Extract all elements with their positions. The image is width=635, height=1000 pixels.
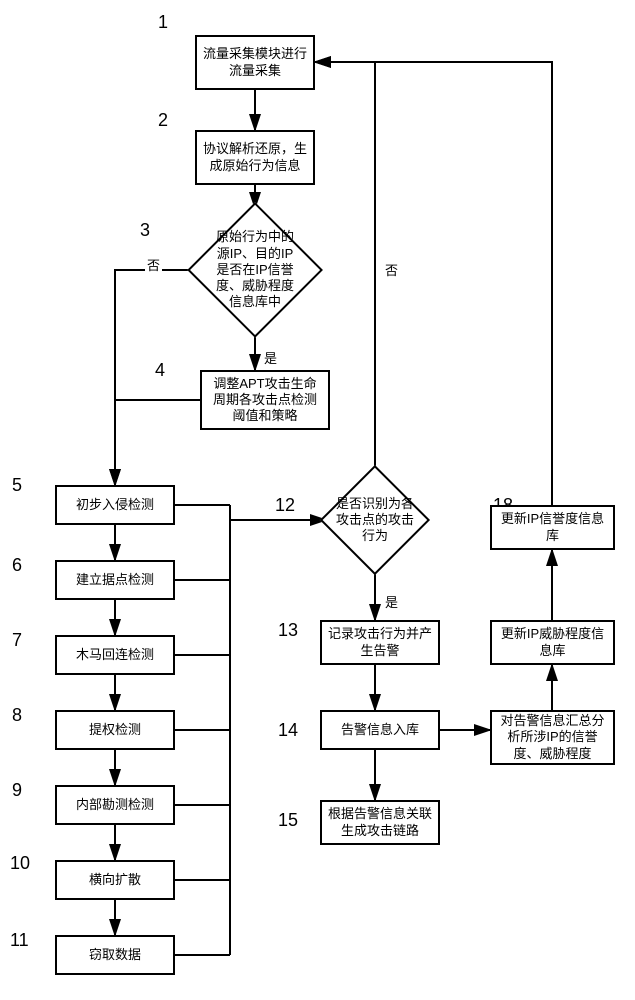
step-number-13: 13 [278,620,298,641]
process-box-8: 提权检测 [55,710,175,750]
edge-label: 是 [262,348,279,367]
process-box-2: 协议解析还原，生成原始行为信息 [195,130,315,185]
process-box-10: 横向扩散 [55,860,175,900]
step-number-10: 10 [10,853,30,874]
edge [115,270,193,485]
process-box-5: 初步入侵检测 [55,485,175,525]
step-number-6: 6 [12,555,22,576]
edge-label: 否 [145,255,162,274]
step-number-1: 1 [158,12,168,33]
step-number-2: 2 [158,110,168,131]
process-box-7: 木马回连检测 [55,635,175,675]
edge-label: 否 [383,260,400,279]
process-box-18: 更新IP信誉度信息库 [490,505,615,550]
step-number-3: 3 [140,220,150,241]
step-number-12: 12 [275,495,295,516]
process-box-11: 窃取数据 [55,935,175,975]
process-box-15: 根据告警信息关联生成攻击链路 [320,800,440,845]
process-box-4: 调整APT攻击生命周期各攻击点检测阈值和策略 [200,370,330,430]
step-number-8: 8 [12,705,22,726]
edge [115,400,200,485]
edge-label: 是 [383,592,400,611]
step-number-11: 11 [10,930,29,951]
step-number-5: 5 [12,475,22,496]
step-number-7: 7 [12,630,22,651]
process-box-6: 建立据点检测 [55,560,175,600]
process-box-9: 内部勘测检测 [55,785,175,825]
edge [315,62,552,505]
process-box-1: 流量采集模块进行流量采集 [195,35,315,90]
step-number-14: 14 [278,720,298,741]
process-box-16: 对告警信息汇总分析所涉IP的信誉度、威胁程度 [490,710,615,765]
process-box-14: 告警信息入库 [320,710,440,750]
step-number-4: 4 [155,360,165,381]
step-number-9: 9 [12,780,22,801]
process-box-17: 更新IP威胁程度信息库 [490,620,615,665]
process-box-13: 记录攻击行为并产生告警 [320,620,440,665]
step-number-15: 15 [278,810,298,831]
